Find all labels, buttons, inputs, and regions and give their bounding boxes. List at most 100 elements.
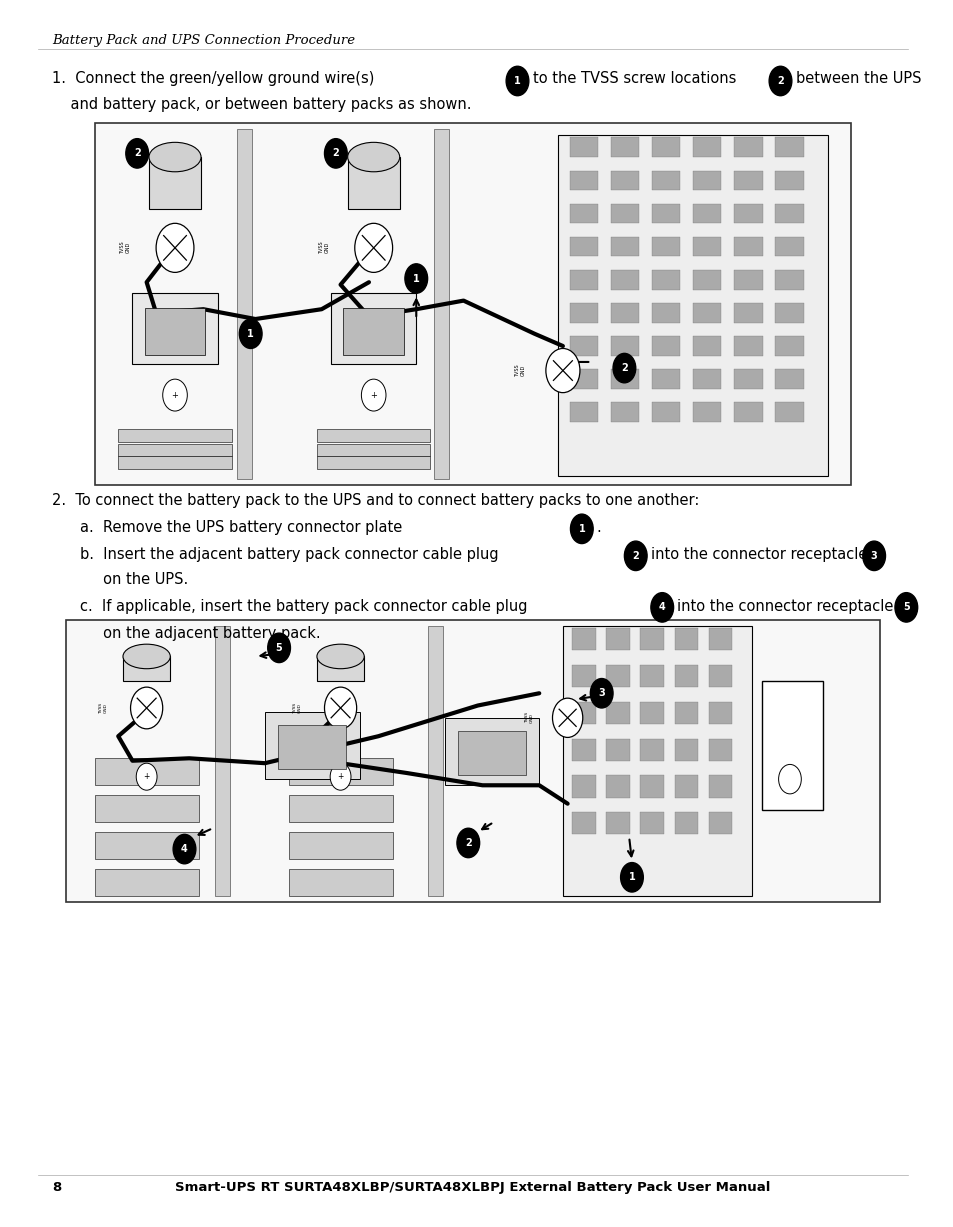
Bar: [610, 369, 639, 389]
Bar: [639, 665, 663, 687]
Bar: [775, 402, 802, 422]
Bar: [569, 237, 598, 256]
Bar: [288, 832, 393, 859]
Bar: [610, 402, 639, 422]
Text: a.  Remove the UPS battery connector plate: a. Remove the UPS battery connector plat…: [80, 520, 402, 535]
Ellipse shape: [149, 142, 201, 172]
Bar: [94, 795, 198, 822]
Text: TVSS
GND: TVSS GND: [318, 242, 330, 254]
Circle shape: [324, 139, 347, 168]
Bar: [572, 665, 596, 687]
Circle shape: [570, 514, 593, 544]
Bar: [610, 137, 639, 157]
Bar: [572, 812, 596, 834]
Bar: [692, 204, 720, 223]
Bar: [651, 171, 679, 190]
Circle shape: [506, 66, 528, 96]
Bar: [775, 137, 802, 157]
Circle shape: [650, 593, 673, 622]
Bar: [775, 369, 802, 389]
Circle shape: [624, 541, 646, 571]
Text: into the connector receptacle: into the connector receptacle: [677, 599, 893, 614]
Bar: [734, 204, 761, 223]
Text: +: +: [337, 772, 343, 782]
Text: +: +: [172, 390, 178, 400]
Bar: [94, 758, 198, 785]
Bar: [674, 702, 698, 724]
Text: TVSS
GND: TVSS GND: [99, 702, 108, 714]
Bar: [708, 775, 732, 798]
Circle shape: [239, 319, 262, 348]
Circle shape: [768, 66, 791, 96]
Text: on the adjacent battery pack.: on the adjacent battery pack.: [80, 626, 321, 640]
Bar: [94, 869, 198, 896]
FancyBboxPatch shape: [66, 620, 879, 902]
Text: 2: 2: [133, 148, 140, 158]
Bar: [775, 303, 802, 323]
Bar: [674, 665, 698, 687]
Bar: [562, 626, 751, 896]
Bar: [692, 402, 720, 422]
Bar: [651, 204, 679, 223]
Bar: [606, 775, 629, 798]
Bar: [572, 702, 596, 724]
Bar: [236, 129, 252, 479]
Bar: [651, 369, 679, 389]
Bar: [734, 336, 761, 356]
Bar: [760, 681, 822, 810]
Bar: [569, 402, 598, 422]
Bar: [610, 303, 639, 323]
Bar: [674, 812, 698, 834]
Bar: [708, 665, 732, 687]
Bar: [434, 129, 449, 479]
Bar: [265, 712, 359, 779]
Bar: [610, 171, 639, 190]
Text: 3: 3: [598, 688, 604, 698]
Bar: [610, 204, 639, 223]
Circle shape: [268, 633, 290, 663]
Bar: [674, 739, 698, 761]
Text: 1: 1: [514, 76, 520, 86]
Bar: [734, 237, 761, 256]
Bar: [606, 812, 629, 834]
Bar: [734, 402, 761, 422]
Bar: [572, 775, 596, 798]
Bar: [708, 702, 732, 724]
Bar: [606, 739, 629, 761]
Bar: [692, 171, 720, 190]
Bar: [775, 171, 802, 190]
Ellipse shape: [347, 142, 399, 172]
Circle shape: [778, 764, 801, 794]
Text: +: +: [370, 390, 376, 400]
Text: 2.  To connect the battery pack to the UPS and to connect battery packs to one a: 2. To connect the battery pack to the UP…: [52, 493, 699, 508]
Text: TVSS
GND: TVSS GND: [293, 702, 301, 714]
Circle shape: [136, 763, 157, 790]
Bar: [118, 456, 232, 469]
Text: 1: 1: [628, 872, 635, 882]
Bar: [651, 237, 679, 256]
Circle shape: [552, 698, 582, 737]
Text: .: .: [596, 520, 600, 535]
Bar: [651, 402, 679, 422]
Text: 5: 5: [275, 643, 282, 653]
Circle shape: [590, 679, 613, 708]
Text: 2: 2: [333, 148, 339, 158]
Text: on the UPS.: on the UPS.: [80, 572, 189, 587]
Text: into the connector receptacle: into the connector receptacle: [650, 547, 866, 562]
Bar: [316, 456, 430, 469]
Text: 1.  Connect the green/yellow ground wire(s): 1. Connect the green/yellow ground wire(…: [52, 71, 374, 86]
Text: 2: 2: [620, 363, 627, 373]
Bar: [639, 739, 663, 761]
Bar: [214, 626, 230, 896]
Bar: [572, 739, 596, 761]
Circle shape: [894, 593, 917, 622]
Ellipse shape: [316, 644, 364, 669]
Text: c.  If applicable, insert the battery pack connector cable plug: c. If applicable, insert the battery pac…: [80, 599, 527, 614]
Bar: [569, 336, 598, 356]
Text: Smart-UPS RT SURTA48XLBP/SURTA48XLBPJ External Battery Pack User Manual: Smart-UPS RT SURTA48XLBP/SURTA48XLBPJ Ex…: [175, 1182, 770, 1194]
Bar: [444, 718, 538, 785]
Bar: [639, 628, 663, 650]
Bar: [651, 137, 679, 157]
Bar: [569, 204, 598, 223]
Ellipse shape: [123, 644, 171, 669]
